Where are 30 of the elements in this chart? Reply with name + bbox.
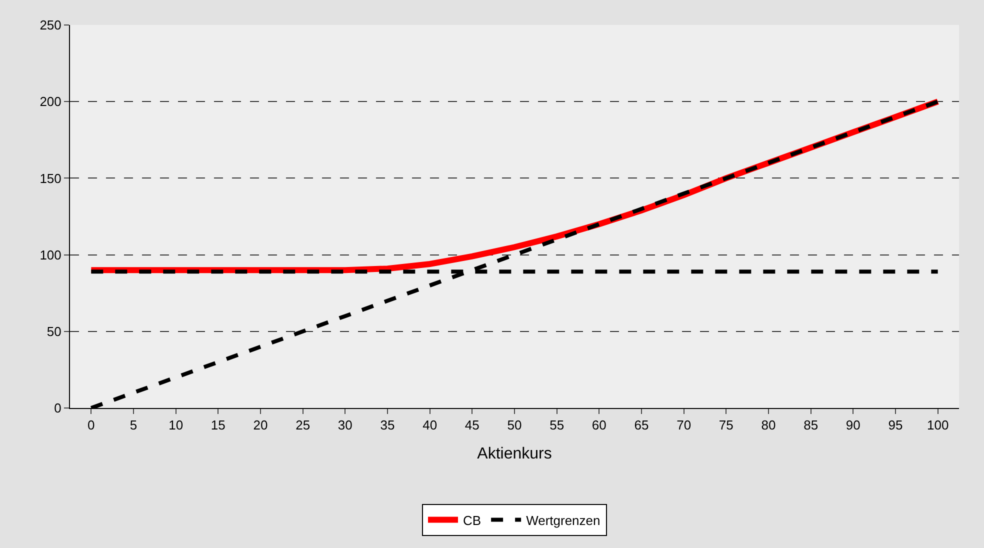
- y-tick-label: 150: [40, 170, 62, 186]
- x-tick-label: 90: [846, 418, 860, 433]
- x-tick-label: 80: [761, 418, 776, 433]
- y-tick-label: 50: [46, 324, 62, 339]
- x-tick-label: 35: [380, 418, 395, 433]
- x-tick-label: 15: [210, 418, 226, 433]
- x-tick-label: 30: [338, 418, 352, 433]
- y-tick-label: 100: [40, 247, 62, 262]
- x-tick-label: 5: [130, 418, 138, 433]
- x-tick-label: 40: [422, 418, 438, 433]
- legend-label: Wertgrenzen: [526, 512, 600, 528]
- x-tick-label: 20: [253, 418, 268, 433]
- x-tick-label: 70: [676, 418, 692, 433]
- x-tick-label: 50: [507, 418, 522, 433]
- x-tick-label: 10: [168, 418, 184, 433]
- x-tick-label: 95: [888, 418, 903, 433]
- y-tick-label: 250: [40, 18, 62, 33]
- x-tick-label: 100: [926, 418, 949, 433]
- y-tick-label: 200: [40, 94, 62, 110]
- x-tick-label: 85: [804, 418, 818, 433]
- y-tick-label: 0: [54, 400, 62, 416]
- x-tick-label: 55: [550, 418, 564, 433]
- x-tick-label: 25: [296, 418, 310, 433]
- legend-label: CB: [463, 512, 482, 528]
- x-tick-label: 75: [718, 418, 734, 433]
- x-axis-title: Aktienkurs: [477, 445, 552, 462]
- x-tick-label: 65: [634, 418, 649, 433]
- x-tick-label: 45: [464, 418, 480, 433]
- x-tick-label: 60: [592, 418, 606, 433]
- x-tick-label: 0: [88, 418, 95, 433]
